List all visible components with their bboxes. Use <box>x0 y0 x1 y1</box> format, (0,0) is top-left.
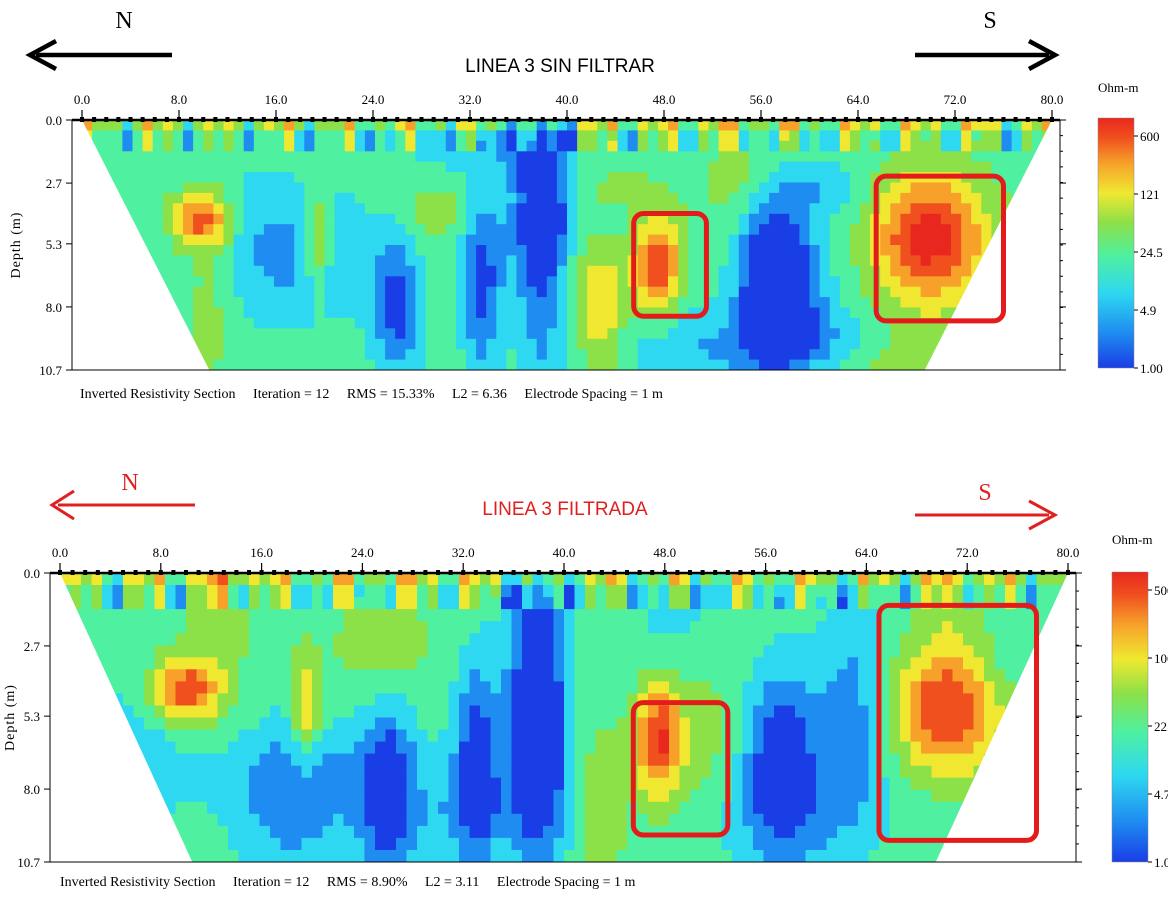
resistivity-field <box>60 573 1068 862</box>
x-tick-label: 40.0 <box>553 545 576 560</box>
x-tick-label: 72.0 <box>944 92 967 107</box>
x-tick-label: 8.0 <box>171 92 187 107</box>
colorbar-label: 121 <box>1140 187 1160 202</box>
x-tick-label: 40.0 <box>556 92 579 107</box>
x-tick-label: 32.0 <box>459 92 482 107</box>
colorbar-label: 1.0 <box>1154 855 1168 870</box>
panel-title: LINEA 3 FILTRADA <box>482 499 648 520</box>
section-caption: Inverted Resistivity Section Iteration =… <box>60 875 636 890</box>
colorbar-label: 500 <box>1154 583 1168 598</box>
north-label: N <box>121 470 138 496</box>
x-tick-label: 16.0 <box>250 545 273 560</box>
y-axis-label: Depth (m) <box>9 212 24 279</box>
anomaly-box-1 <box>631 210 709 319</box>
x-tick-label: 8.0 <box>153 545 169 560</box>
south-arrow <box>915 39 1060 71</box>
y-tick-label: 5.3 <box>24 709 40 724</box>
x-tick-label: 80.0 <box>1057 545 1080 560</box>
colorbar-label: 22.5 <box>1154 719 1168 734</box>
section-caption: Inverted Resistivity Section Iteration =… <box>80 387 663 402</box>
colorbar-label: 1.00 <box>1140 361 1163 376</box>
x-tick-label: 24.0 <box>351 545 374 560</box>
north-arrow <box>49 489 195 521</box>
y-tick-label: 8.0 <box>46 300 62 315</box>
y-tick-label: 10.7 <box>39 363 62 378</box>
x-tick-label: 48.0 <box>653 92 676 107</box>
north-label: N <box>115 8 132 34</box>
x-tick-label: 24.0 <box>362 92 385 107</box>
electrode-row <box>50 570 1076 575</box>
x-tick-label: 48.0 <box>653 545 676 560</box>
x-tick-label: 16.0 <box>265 92 288 107</box>
anomaly-box-1 <box>630 700 731 838</box>
resistivity-panel-2: 0.0 8.0 16.0 24.0 32.0 40.0 48.0 56.0 64.0 72.0 80… <box>3 470 1168 890</box>
colorbar-label: 106 <box>1154 651 1168 666</box>
x-tick-label: 0.0 <box>74 92 90 107</box>
y-tick-label: 2.7 <box>24 639 41 654</box>
colorbar <box>1111 571 1149 863</box>
y-tick-label: 5.3 <box>46 237 62 252</box>
south-label: S <box>983 8 996 34</box>
anomaly-box-2 <box>876 602 1039 843</box>
y-axis-label: Depth (m) <box>3 684 18 751</box>
resistivity-panel-1: 0.0 8.0 16.0 24.0 32.0 40.0 48.0 56.0 64.0 72.0 80… <box>9 8 1163 402</box>
y-tick-label: 10.7 <box>17 855 40 870</box>
colorbar-label: 4.7 <box>1154 787 1168 802</box>
colorbar-title: Ohm-m <box>1098 80 1138 95</box>
y-tick-label: 0.0 <box>24 566 40 581</box>
y-tick-label: 8.0 <box>24 782 40 797</box>
north-arrow <box>25 39 172 71</box>
resistivity-field <box>82 120 1052 370</box>
x-tick-label: 72.0 <box>956 545 979 560</box>
x-tick-label: 56.0 <box>754 545 777 560</box>
x-tick-label: 64.0 <box>847 92 870 107</box>
y-tick-label: 0.0 <box>46 113 62 128</box>
colorbar-label: 600 <box>1140 129 1160 144</box>
x-tick-label: 0.0 <box>52 545 68 560</box>
electrode-row <box>72 117 1060 122</box>
south-arrow <box>915 499 1059 531</box>
anomaly-box-2 <box>873 173 1006 324</box>
south-label: S <box>978 480 991 506</box>
colorbar-label: 4.9 <box>1140 303 1156 318</box>
colorbar <box>1097 117 1135 369</box>
colorbar-label: 24.5 <box>1140 245 1163 260</box>
y-tick-label: 2.7 <box>46 176 63 191</box>
x-tick-label: 56.0 <box>750 92 773 107</box>
x-tick-label: 32.0 <box>452 545 475 560</box>
panel-title: LINEA 3 SIN FILTRAR <box>465 56 655 77</box>
x-tick-label: 80.0 <box>1041 92 1064 107</box>
x-tick-label: 64.0 <box>855 545 878 560</box>
colorbar-title: Ohm-m <box>1112 532 1152 547</box>
